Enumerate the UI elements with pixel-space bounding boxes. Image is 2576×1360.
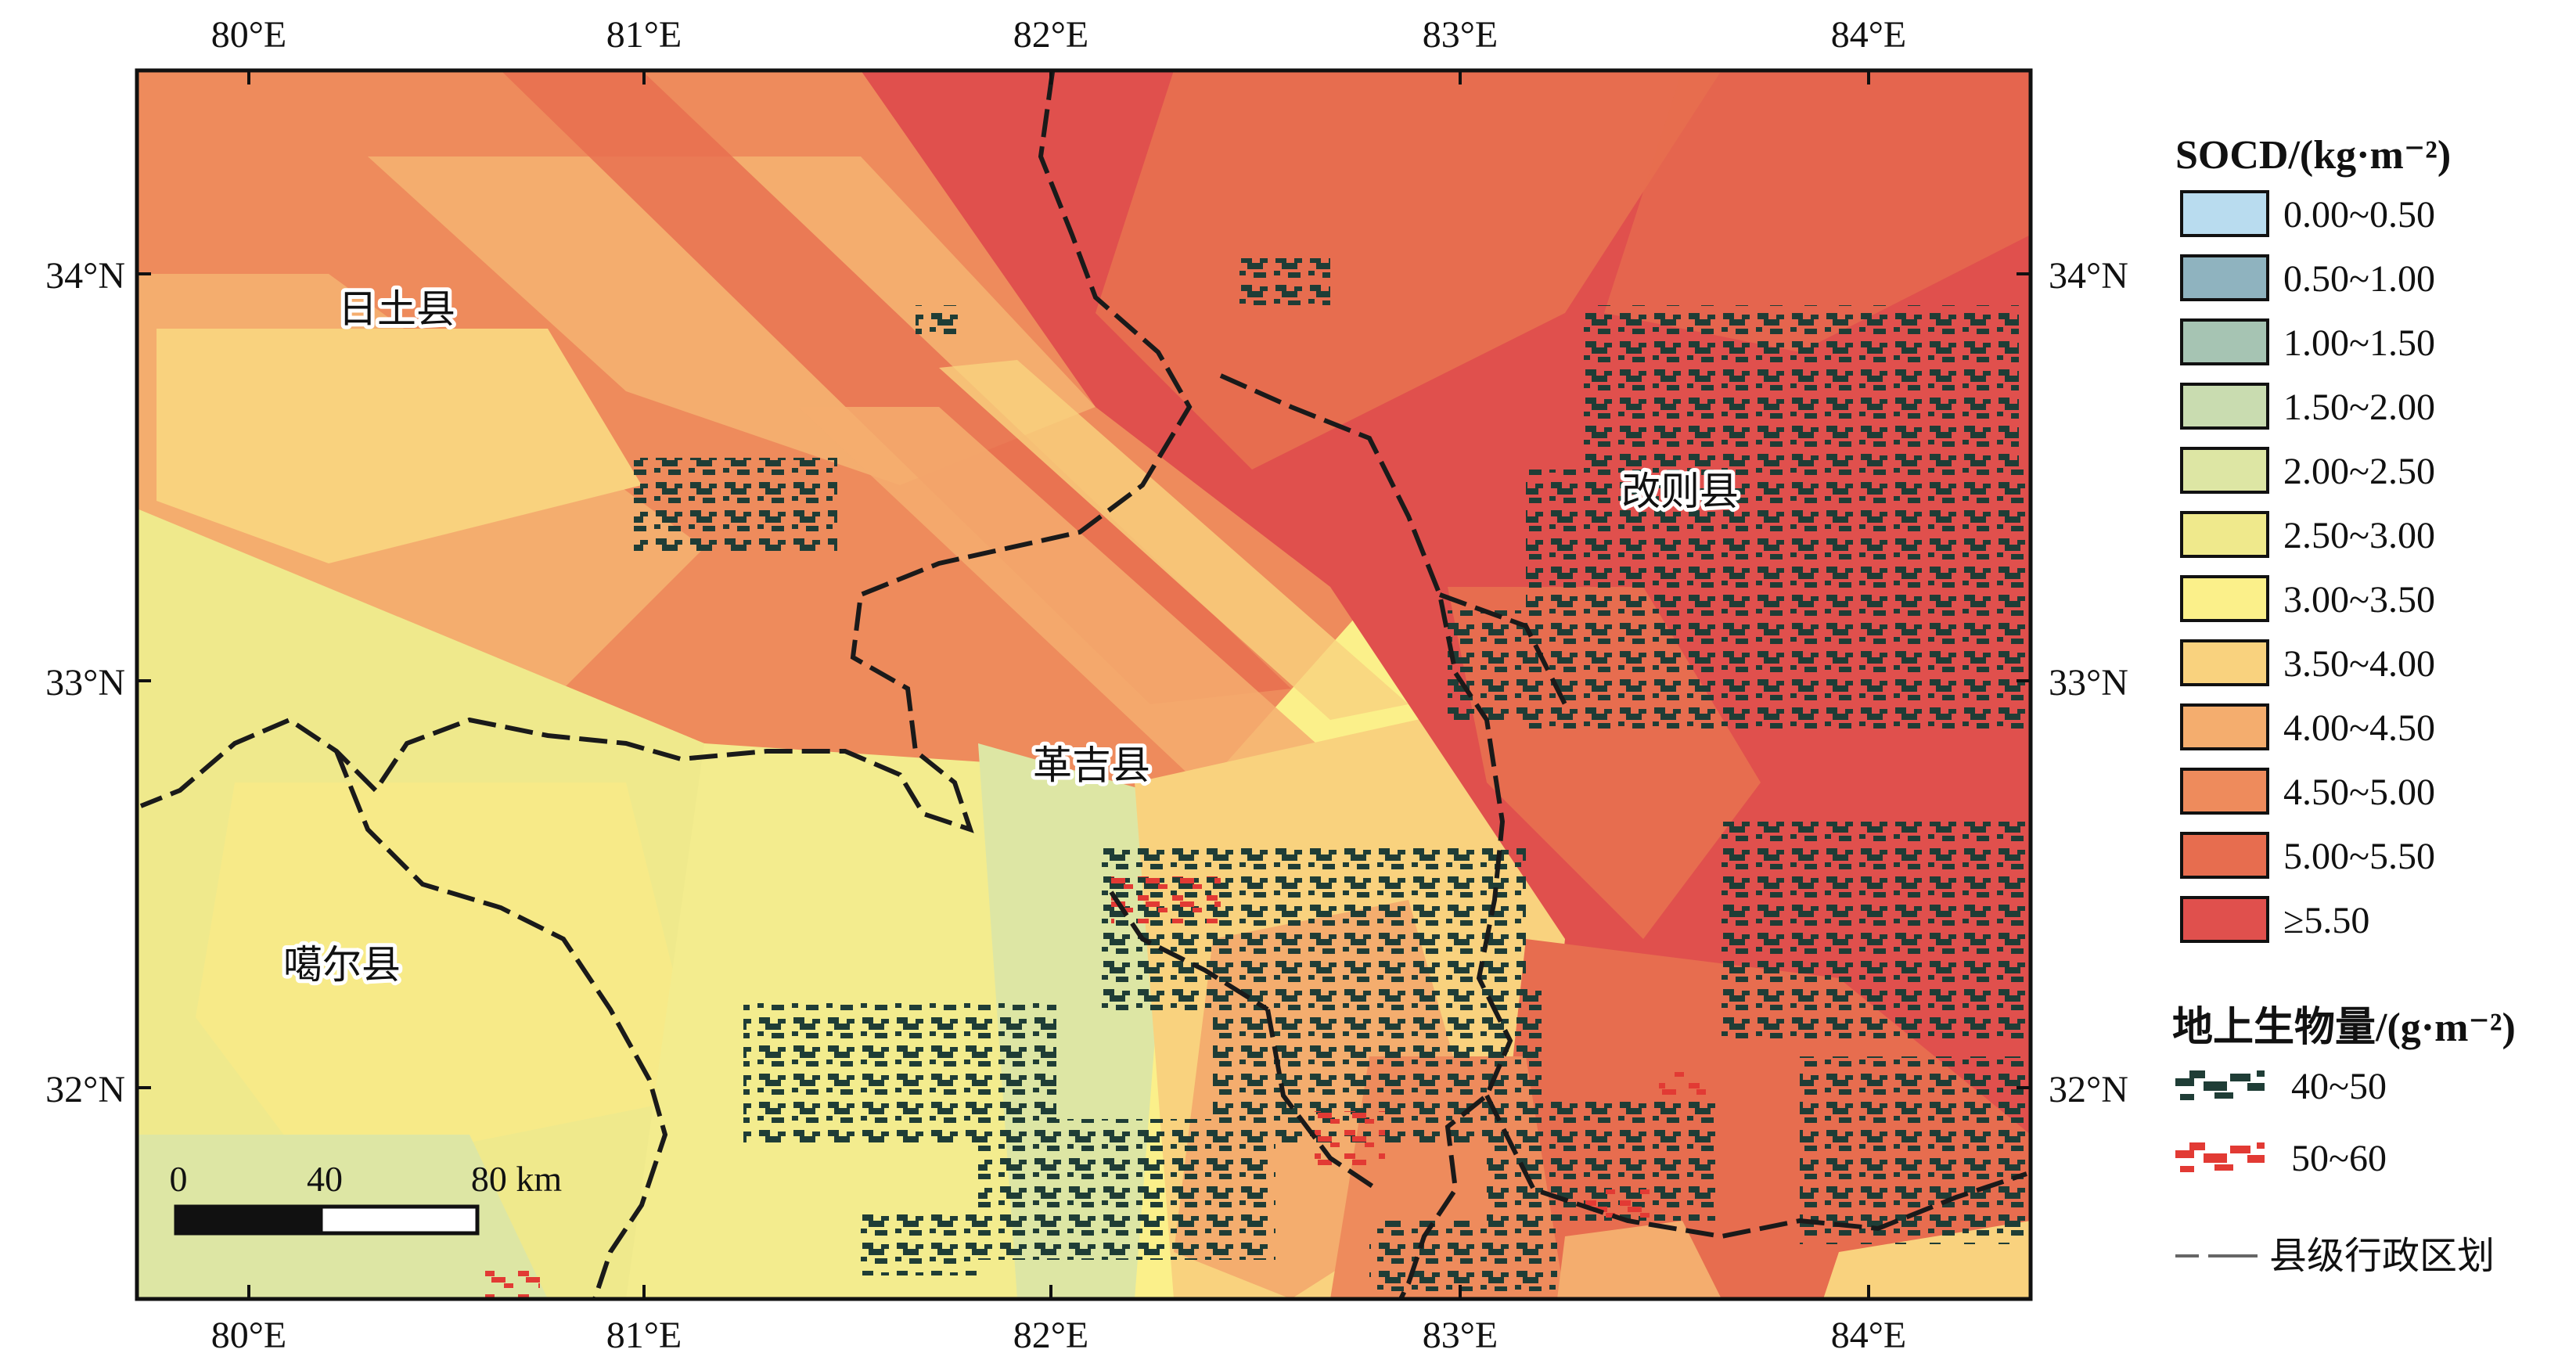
- left-tick-label: 33°N: [45, 662, 125, 703]
- legend-socd-label: 1.00~1.50: [2283, 322, 2435, 364]
- legend-socd-classes: 0.00~0.50 0.50~1.00 1.00~1.50 1.50~2.00 2.00…: [2180, 190, 2435, 943]
- legend-biomass-classes: 40~50 50~60: [2175, 1066, 2387, 1179]
- right-tick-label: 32°N: [2049, 1069, 2128, 1110]
- legend-socd-label: 5.00~5.50: [2283, 836, 2435, 877]
- legend-socd-label: 4.00~4.50: [2283, 707, 2435, 749]
- map-frame: [135, 68, 2033, 1301]
- graticule-ticks: [137, 70, 2031, 1299]
- bottom-tick-label: 80°E: [211, 1315, 287, 1356]
- place-label-geji: 革吉县: [1033, 743, 1150, 788]
- top-tick-label: 82°E: [1013, 14, 1089, 56]
- bottom-tick-label: 84°E: [1831, 1315, 1907, 1356]
- legend-biomass-label: 50~60: [2291, 1138, 2387, 1179]
- legend-socd-swatch: [2180, 447, 2269, 494]
- bottom-tick-label: 83°E: [1423, 1315, 1498, 1356]
- legend-socd-swatch: [2180, 254, 2269, 301]
- right-tick-label: 34°N: [2049, 255, 2128, 297]
- place-label-gar: 噶尔县: [283, 942, 401, 988]
- scale-bar: 0 40 80 km: [170, 1159, 563, 1236]
- legend-socd-swatch: [2180, 768, 2269, 815]
- legend-socd-label: 3.50~4.00: [2283, 643, 2435, 685]
- legend-socd-swatch: [2180, 832, 2269, 879]
- top-tick-label: 81°E: [606, 14, 682, 56]
- legend-socd-swatch: [2180, 383, 2269, 430]
- scale-label-80: 80 km: [471, 1159, 563, 1199]
- legend: SOCD/(kg·m⁻²) 0.00~0.50 0.50~1.00 1.00~1.5…: [2172, 133, 2516, 1277]
- scale-label-0: 0: [170, 1159, 188, 1199]
- legend-socd-title: SOCD/(kg·m⁻²): [2175, 133, 2451, 178]
- right-tick-label: 33°N: [2049, 662, 2128, 703]
- legend-socd-swatch: [2180, 639, 2269, 686]
- legend-socd-label: 4.50~5.00: [2283, 772, 2435, 813]
- place-label-gaize: 改则县: [1621, 469, 1739, 514]
- legend-socd-label: 0.00~0.50: [2283, 194, 2435, 236]
- legend-socd-swatch: [2180, 575, 2269, 622]
- legend-biomass-swatch: [2175, 1070, 2265, 1100]
- bottom-tick-label: 81°E: [606, 1315, 682, 1356]
- left-tick-label: 34°N: [45, 255, 125, 297]
- legend-socd-label: 1.50~2.00: [2283, 387, 2435, 428]
- legend-socd-label: 0.50~1.00: [2283, 258, 2435, 300]
- legend-socd-swatch: [2180, 318, 2269, 365]
- legend-biomass-label: 40~50: [2291, 1066, 2387, 1107]
- place-label-ritu: 日土县: [338, 286, 455, 332]
- legend-socd-swatch: [2180, 190, 2269, 237]
- legend-socd-swatch: [2180, 703, 2269, 750]
- left-tick-label: 32°N: [45, 1069, 125, 1110]
- legend-socd-label: 2.50~3.00: [2283, 515, 2435, 556]
- bottom-tick-label: 82°E: [1013, 1315, 1089, 1356]
- scale-label-40: 40: [307, 1159, 343, 1199]
- legend-socd-label: 2.00~2.50: [2283, 451, 2435, 492]
- top-tick-label: 84°E: [1831, 14, 1907, 56]
- top-tick-label: 83°E: [1423, 14, 1498, 56]
- legend-socd-swatch: [2180, 511, 2269, 558]
- top-tick-label: 80°E: [211, 14, 287, 56]
- legend-socd-label: 3.00~3.50: [2283, 579, 2435, 621]
- legend-socd-label: ≥5.50: [2283, 900, 2369, 941]
- legend-biomass-title: 地上生物量/(g·m⁻²): [2172, 1005, 2516, 1050]
- legend-boundary-label: 县级行政区划: [2269, 1236, 2495, 1277]
- county-boundaries: [139, 71, 2027, 1299]
- legend-biomass-swatch: [2175, 1142, 2265, 1172]
- legend-socd-swatch: [2180, 896, 2269, 943]
